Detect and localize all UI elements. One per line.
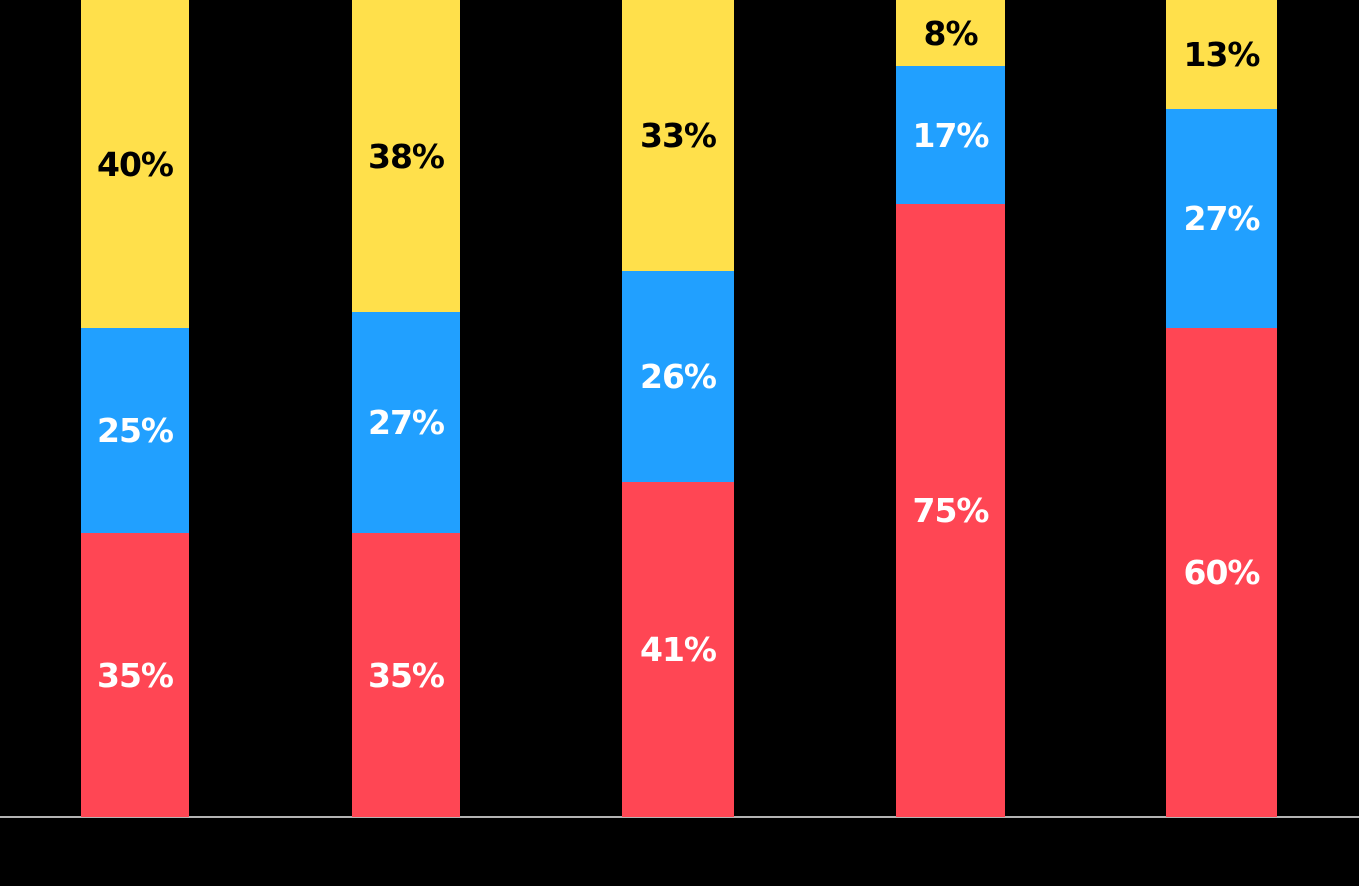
bar-segment-yellow: 13% [1166,0,1277,109]
bar-segment-yellow: 33% [622,0,734,271]
bar-segment-red: 35% [81,533,189,817]
bar-segment-blue: 17% [896,66,1005,204]
data-label: 35% [97,655,174,695]
bar-segment-yellow: 38% [352,0,460,312]
data-label: 26% [640,357,717,396]
bar-segment-blue: 27% [1166,109,1277,328]
bar-segment-red: 41% [622,482,734,817]
data-label: 38% [368,136,445,176]
bar-group-4: 75% 17% 8% [896,0,1005,817]
bar-segment-red: 60% [1166,328,1277,817]
data-label: 8% [923,13,978,53]
bar-segment-yellow: 8% [896,0,1005,66]
data-label: 13% [1183,35,1261,74]
data-label: 33% [640,116,717,155]
bar-segment-blue: 25% [81,328,189,533]
data-label: 17% [912,115,990,155]
bar-segment-blue: 26% [622,271,734,482]
data-label: 60% [1183,553,1261,592]
bar-segment-blue: 27% [352,312,460,533]
data-label: 75% [912,491,990,530]
x-axis-line [0,816,1359,818]
data-label: 27% [368,403,445,442]
bar-segment-red: 35% [352,533,460,817]
bar-group-5: 60% 27% 13% [1166,0,1277,817]
bar-group-2: 35% 27% 38% [352,0,460,817]
bar-segment-yellow: 40% [81,0,189,328]
data-label: 35% [368,655,445,695]
bar-group-1: 35% 25% 40% [81,0,189,817]
data-label: 41% [640,630,717,669]
bar-group-3: 41% 26% 33% [622,0,734,817]
data-label: 27% [1183,199,1261,238]
bar-segment-red: 75% [896,204,1005,817]
data-label: 40% [97,144,174,184]
data-label: 25% [97,411,174,450]
